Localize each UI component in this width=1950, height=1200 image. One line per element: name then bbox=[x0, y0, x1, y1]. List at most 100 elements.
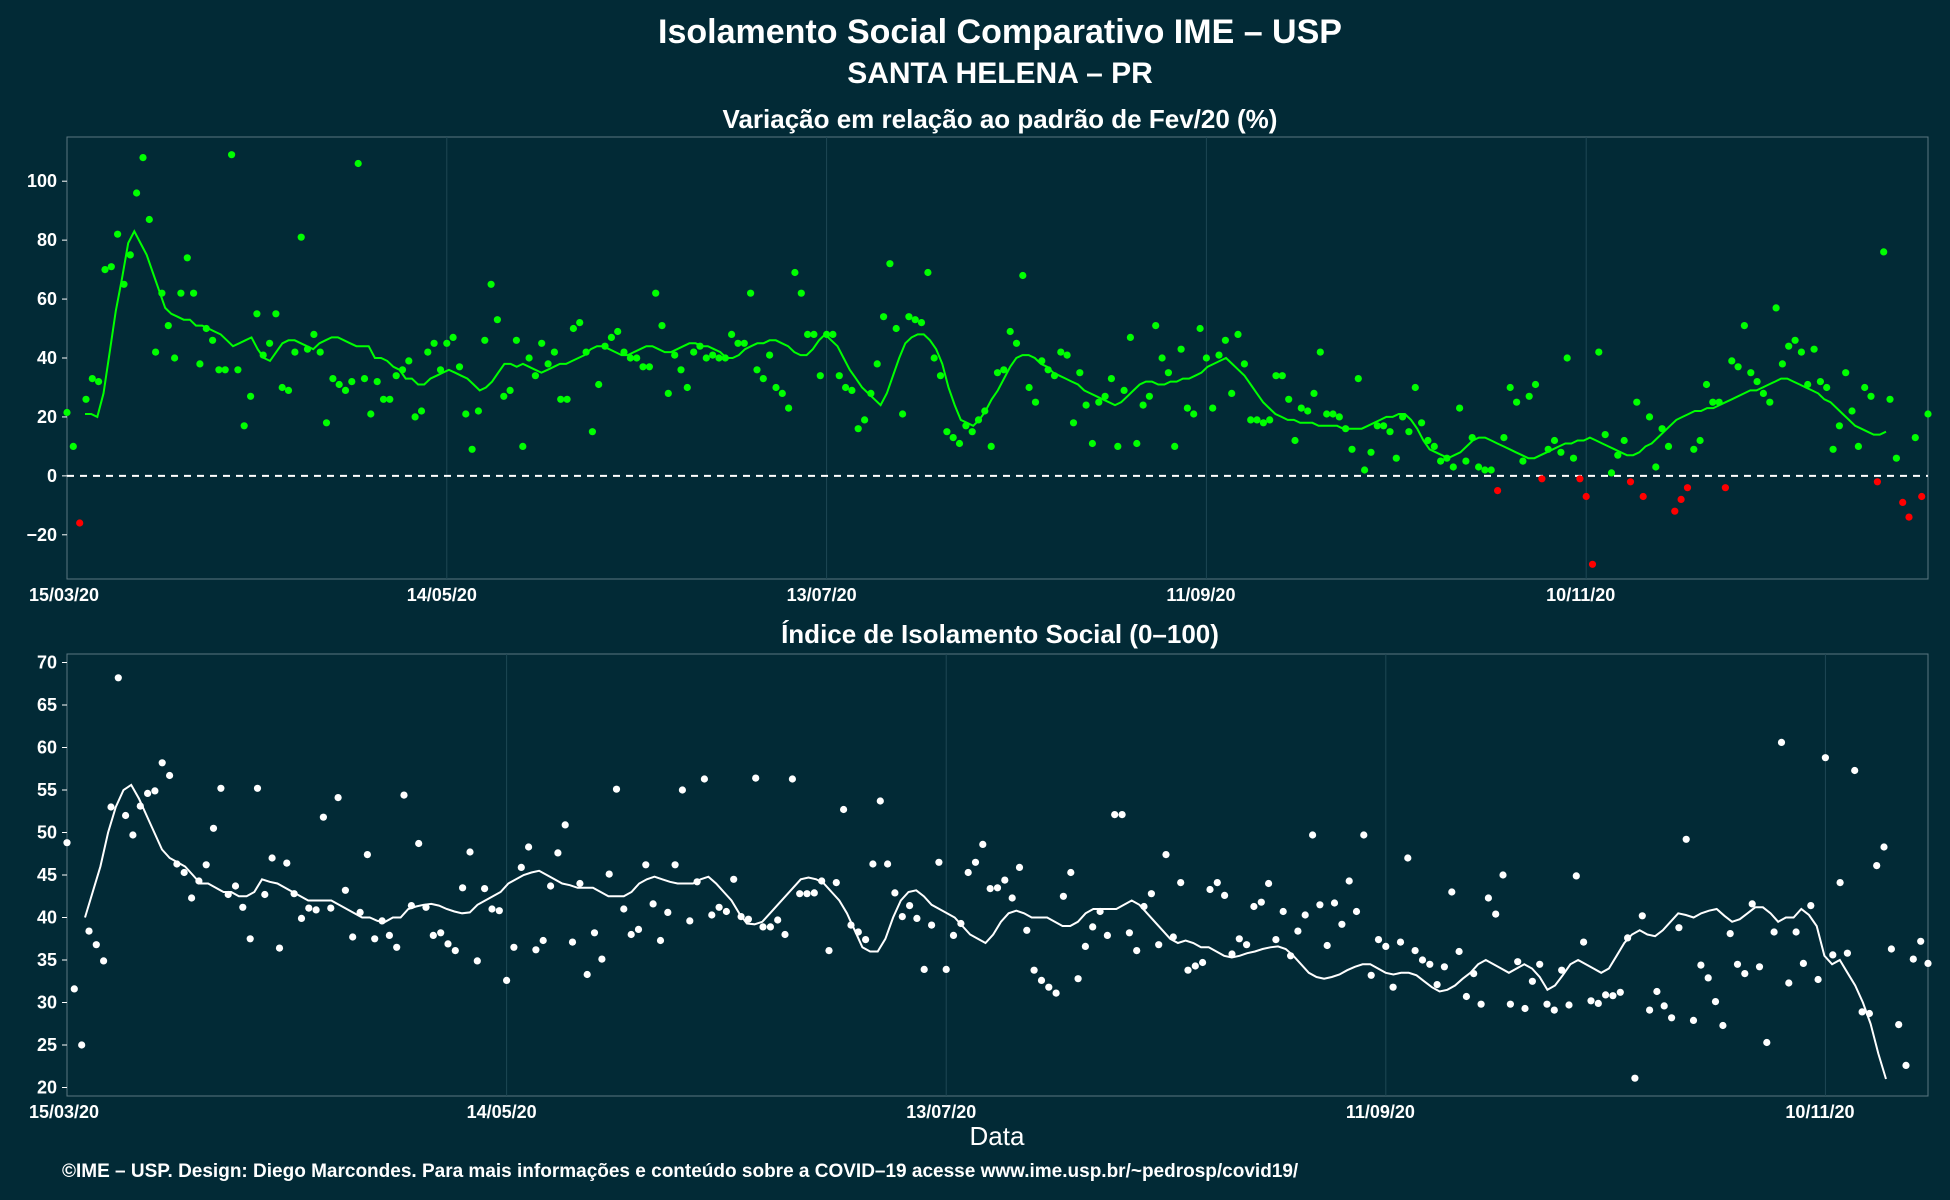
data-point bbox=[1807, 902, 1815, 910]
data-point bbox=[1235, 935, 1243, 943]
data-point bbox=[1470, 970, 1478, 978]
data-point bbox=[151, 787, 159, 795]
data-point bbox=[1821, 754, 1829, 762]
data-point bbox=[734, 339, 742, 347]
data-point bbox=[1601, 431, 1609, 439]
data-point bbox=[1525, 392, 1533, 400]
data-point bbox=[962, 422, 970, 430]
data-point bbox=[1418, 956, 1427, 964]
data-point bbox=[971, 858, 980, 866]
y-tick-label: 45 bbox=[37, 865, 57, 885]
data-point bbox=[968, 428, 976, 436]
data-point bbox=[133, 189, 141, 197]
data-point bbox=[1741, 970, 1749, 978]
data-point bbox=[1506, 1000, 1514, 1008]
data-point bbox=[1342, 425, 1350, 433]
y-tick-label: 25 bbox=[37, 1035, 57, 1055]
data-point bbox=[1297, 404, 1305, 412]
y-tick-label: 100 bbox=[27, 171, 57, 191]
data-point bbox=[1494, 487, 1502, 495]
data-point bbox=[1139, 401, 1147, 409]
x-tick-label: 13/07/20 bbox=[787, 585, 857, 605]
y-tick-label: 60 bbox=[37, 738, 57, 758]
data-point bbox=[913, 914, 921, 923]
data-point bbox=[1354, 375, 1362, 383]
data-point bbox=[1487, 466, 1495, 474]
data-point bbox=[1671, 507, 1679, 515]
data-point bbox=[266, 339, 274, 347]
data-point bbox=[378, 917, 386, 925]
data-point bbox=[696, 342, 704, 350]
data-point bbox=[1602, 991, 1610, 999]
y-tick-label: 20 bbox=[37, 1078, 57, 1098]
data-point bbox=[547, 882, 555, 890]
data-point bbox=[1851, 766, 1859, 775]
data-point bbox=[268, 854, 276, 862]
data-point bbox=[1323, 410, 1331, 418]
x-tick-label: 14/05/20 bbox=[407, 585, 477, 605]
y-tick-label: 50 bbox=[37, 823, 57, 843]
data-point bbox=[1440, 963, 1448, 971]
data-point bbox=[1396, 938, 1405, 946]
data-point bbox=[69, 442, 77, 450]
data-point bbox=[730, 875, 738, 883]
data-point bbox=[1682, 835, 1690, 843]
data-point bbox=[987, 442, 995, 450]
data-point bbox=[1111, 811, 1119, 819]
data-point bbox=[1316, 901, 1324, 909]
data-point bbox=[1095, 398, 1103, 406]
data-point bbox=[803, 890, 811, 898]
data-point bbox=[1045, 983, 1053, 991]
data-point bbox=[473, 957, 481, 965]
data-point bbox=[715, 354, 723, 362]
data-point bbox=[379, 395, 388, 403]
data-point bbox=[152, 348, 160, 356]
data-point bbox=[261, 890, 269, 899]
data-point bbox=[407, 902, 415, 910]
data-point bbox=[664, 908, 672, 917]
data-point bbox=[620, 348, 628, 356]
data-point bbox=[1052, 989, 1060, 997]
data-point bbox=[582, 348, 590, 356]
data-point bbox=[348, 378, 356, 386]
data-point bbox=[1279, 907, 1287, 916]
data-point bbox=[715, 903, 723, 911]
data-point bbox=[1449, 463, 1457, 471]
data-point bbox=[371, 935, 379, 943]
data-point bbox=[1514, 958, 1522, 966]
data-point bbox=[449, 333, 457, 341]
data-point bbox=[778, 389, 786, 397]
data-point bbox=[854, 928, 862, 936]
data-point bbox=[231, 882, 240, 890]
data-point bbox=[829, 330, 837, 338]
data-point bbox=[1101, 392, 1109, 400]
data-point bbox=[468, 445, 476, 453]
data-point bbox=[1677, 495, 1685, 503]
data-point bbox=[398, 366, 407, 374]
data-point bbox=[1145, 392, 1153, 400]
data-point bbox=[873, 360, 881, 368]
data-point bbox=[583, 970, 591, 979]
data-point bbox=[503, 976, 511, 985]
data-point bbox=[1873, 478, 1881, 486]
data-point bbox=[278, 383, 286, 392]
data-point bbox=[1228, 950, 1236, 958]
data-point bbox=[1544, 445, 1552, 453]
data-point bbox=[1500, 434, 1508, 442]
data-point bbox=[620, 905, 628, 913]
data-point bbox=[848, 386, 856, 394]
data-point bbox=[341, 886, 349, 894]
data-point bbox=[785, 404, 793, 412]
data-point bbox=[642, 861, 650, 869]
data-point bbox=[1521, 1004, 1529, 1013]
data-point bbox=[1140, 902, 1148, 911]
data-point bbox=[1668, 1014, 1676, 1022]
data-point bbox=[95, 378, 103, 386]
data-point bbox=[1405, 428, 1413, 436]
data-point bbox=[550, 348, 559, 356]
data-point bbox=[1791, 336, 1799, 344]
data-point bbox=[693, 878, 701, 886]
data-point bbox=[144, 789, 152, 798]
data-point bbox=[228, 151, 236, 159]
data-point bbox=[422, 903, 430, 911]
